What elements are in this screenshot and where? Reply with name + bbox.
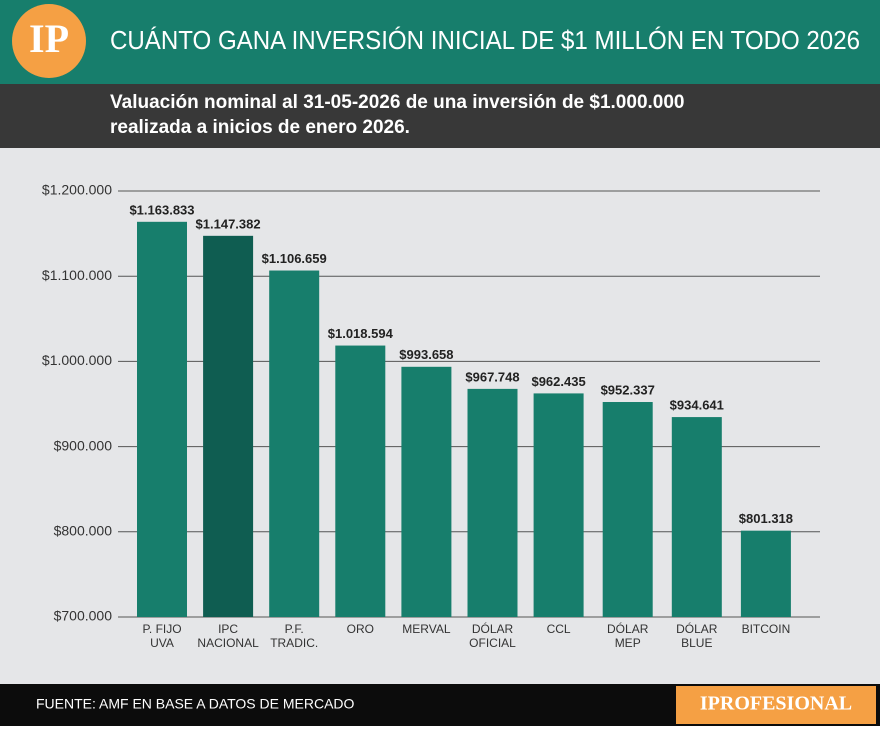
x-tick-label: MERVAL	[402, 622, 451, 636]
x-tick-label: DÓLAR	[607, 621, 649, 636]
brand: IPROFESIONAL	[700, 693, 852, 715]
bar	[740, 530, 791, 617]
x-tick-label: P. FIJO	[142, 622, 181, 636]
bar	[269, 270, 320, 617]
x-tick-label: P.F.	[285, 622, 304, 636]
x-tick-label: BLUE	[681, 636, 712, 650]
x-tick-label: NACIONAL	[197, 636, 259, 650]
y-tick-label: $800.000	[54, 523, 113, 539]
x-tick-label: OFICIAL	[469, 636, 516, 650]
header-band	[0, 0, 880, 84]
value-label: $1.106.659	[262, 251, 327, 266]
x-tick-label: DÓLAR	[472, 621, 514, 636]
value-label: $801.318	[739, 511, 793, 526]
x-tick-label: MEP	[615, 636, 641, 650]
logo-circle	[12, 4, 86, 78]
bar	[137, 221, 187, 618]
y-tick-label: $1.100.000	[42, 267, 112, 283]
bar	[203, 235, 254, 617]
bar	[533, 393, 584, 617]
bar	[602, 402, 653, 617]
value-label: $993.658	[399, 347, 453, 362]
subtitle-band	[0, 84, 880, 148]
bar	[671, 417, 722, 617]
y-tick-label: $1.200.000	[42, 182, 112, 198]
y-tick-label: $700.000	[54, 608, 113, 624]
value-label: $1.018.594	[328, 326, 394, 341]
brand-box	[676, 686, 876, 724]
bar	[335, 345, 386, 617]
value-label: $962.435	[531, 374, 585, 389]
value-label: $952.337	[601, 382, 655, 397]
x-tick-label: DÓLAR	[676, 621, 718, 636]
value-label: $1.163.833	[129, 202, 194, 217]
subtitle-line: Valuación nominal al 31-05-2026 de una i…	[110, 92, 685, 113]
x-tick-label: UVA	[150, 636, 174, 650]
plot: $700.000 $800.000 $900.000 $1.000.000 $1.100…	[42, 182, 820, 650]
logo: IP	[29, 16, 69, 61]
value-label: $967.748	[465, 369, 519, 384]
y-tick-label: $900.000	[54, 437, 113, 453]
value-label: $934.641	[670, 398, 724, 413]
bar	[467, 388, 518, 617]
x-tick-label: BITCOIN	[742, 622, 791, 636]
x-tick-label: IPC	[218, 622, 238, 636]
y-tick-label: $1.000.000	[42, 352, 112, 368]
x-tick-label: TRADIC.	[270, 636, 318, 650]
subtitle-line: realizada a inicios de enero 2026.	[110, 117, 410, 138]
value-label: $1.147.382	[196, 216, 261, 231]
bar	[401, 366, 452, 617]
source: FUENTE: AMF EN BASE A DATOS DE MERCADO	[36, 696, 355, 712]
x-tick-label: ORO	[347, 622, 374, 636]
chart-title: CUÁNTO GANA INVERSIÓN INICIAL DE $1 MILL…	[110, 25, 860, 55]
x-tick-label: CCL	[547, 622, 571, 636]
